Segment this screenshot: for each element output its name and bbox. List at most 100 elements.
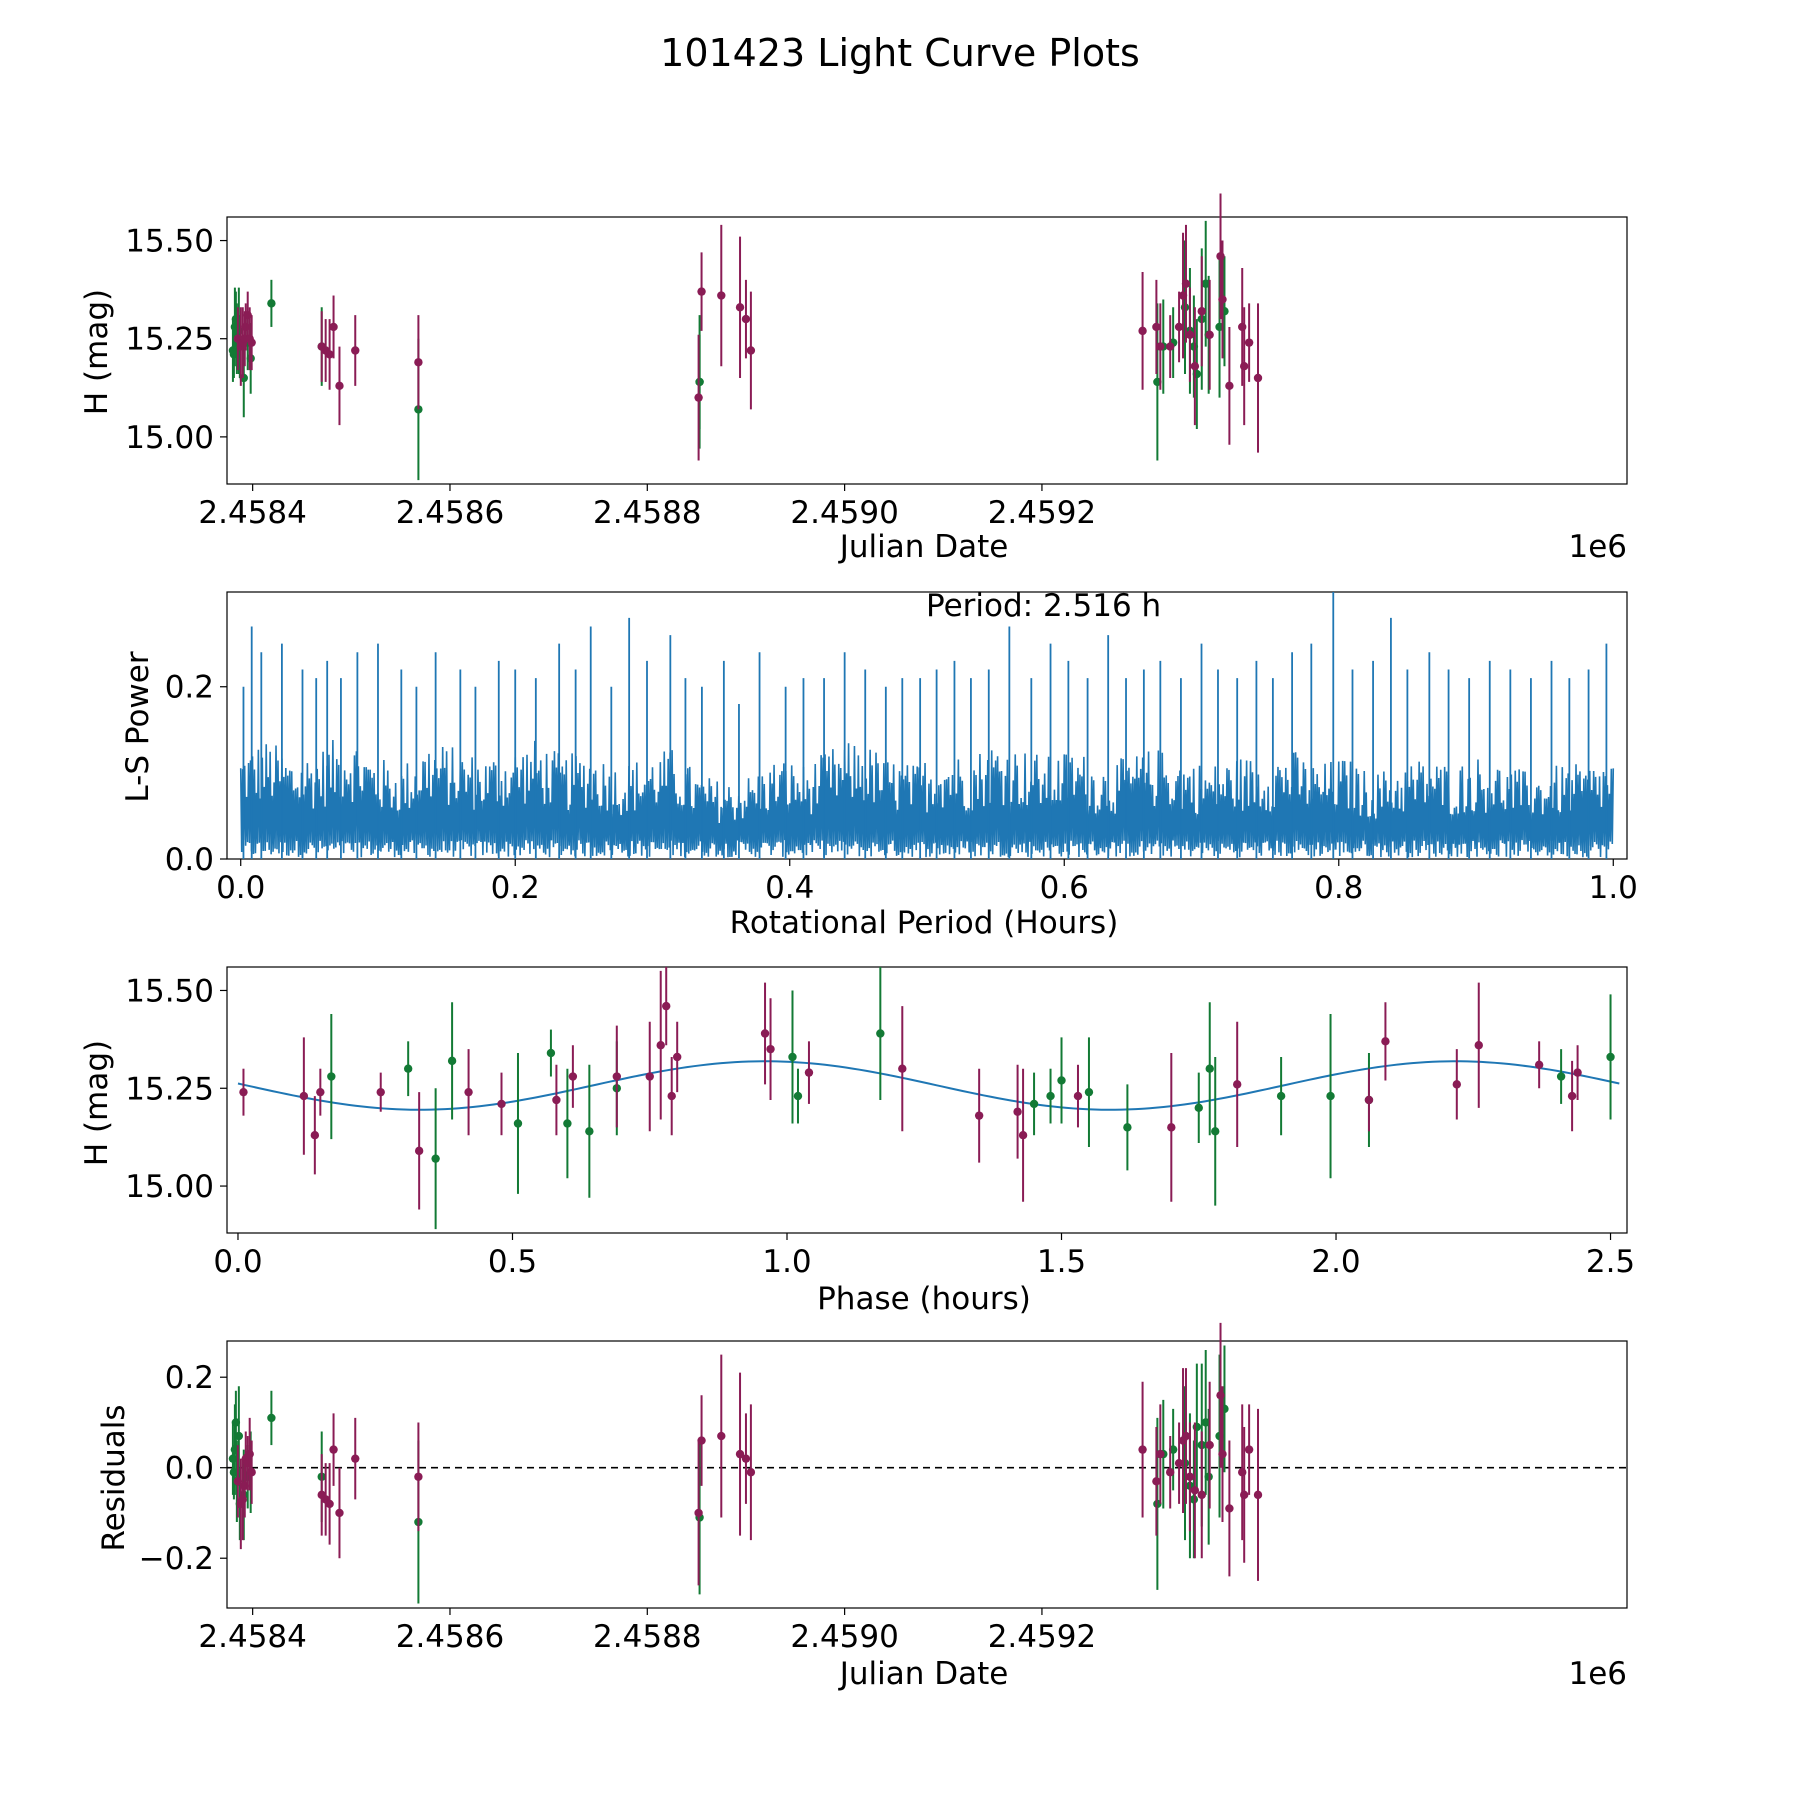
panel-3-magenta-point xyxy=(1167,1123,1176,1132)
panel-4-magenta-point xyxy=(329,1445,338,1454)
panel-1-magenta-point xyxy=(697,287,706,296)
panel-4-magenta-point xyxy=(1205,1440,1214,1450)
panel-2-axes: 0.0 0.2 0.4 0.6 0.8 1.0 0.0 0.2 xyxy=(165,591,1638,906)
panel-3-magenta-point xyxy=(645,1072,654,1081)
panel-2-xlabel: Rotational Period (Hours) xyxy=(730,905,1119,941)
panel-3-magenta-point xyxy=(1073,1091,1083,1101)
panel-3-green-point xyxy=(563,1119,572,1128)
panel-3-magenta-point xyxy=(656,1041,665,1050)
x-tick-label: 2.5 xyxy=(1586,1244,1635,1280)
panel-3-magenta-point xyxy=(1534,1060,1544,1069)
panel-4-magenta-point xyxy=(1197,1490,1206,1500)
panel-1-magenta-point xyxy=(1253,373,1263,383)
panel-3-magenta-point xyxy=(497,1099,506,1109)
panel-4-magenta-point xyxy=(1218,1449,1227,1459)
y-tick-label: 15.00 xyxy=(125,420,214,456)
panel-1-magenta-point xyxy=(325,350,334,359)
panel-3-magenta-point xyxy=(1018,1131,1028,1140)
x-tick-label: 0.0 xyxy=(216,870,265,906)
panel-4-magenta-point xyxy=(1253,1490,1263,1500)
panel-3-magenta-point xyxy=(898,1064,907,1073)
panel-3-magenta-point xyxy=(1381,1037,1390,1046)
panel-3-magenta-point xyxy=(568,1072,578,1081)
y-tick-label: 0.2 xyxy=(165,670,214,706)
panel-4-magenta-point xyxy=(694,1508,703,1518)
panel-3-series-green xyxy=(327,967,1615,1230)
panel-3-green-point xyxy=(1029,1099,1039,1109)
panel-3-green-point xyxy=(1211,1127,1220,1136)
power-curve xyxy=(239,740,1615,858)
panel-3-frame xyxy=(226,966,1628,1234)
panel-3-green-point xyxy=(1326,1091,1335,1101)
panel-1-series-magenta xyxy=(233,193,1263,461)
panel-1-magenta-point xyxy=(1197,307,1206,316)
x-tick-label: 2.4590 xyxy=(790,495,898,531)
x-tick-label: 2.4588 xyxy=(593,495,701,531)
panel-1-series-green xyxy=(228,220,1229,481)
panel-4-series-green xyxy=(228,1345,1229,1604)
panel-4-magenta-point xyxy=(717,1431,726,1441)
x-tick-label: 0.2 xyxy=(491,870,540,906)
x-tick-label: 1.5 xyxy=(1037,1244,1086,1280)
x-tick-label: 1.0 xyxy=(762,1244,811,1280)
panel-4-green-point xyxy=(267,1413,276,1423)
panel-4-magenta-point xyxy=(1239,1490,1249,1500)
panel-1-light-curve: Julian Date H (mag) 1e6 xyxy=(79,289,1627,565)
panel-3-magenta-point xyxy=(316,1087,325,1097)
x-tick-label: 2.4586 xyxy=(396,1619,504,1655)
panel-3-green-point xyxy=(546,1048,556,1058)
panel-1-axes: 2.4584 2.4586 2.4588 2.4590 2.4592 15.00 15.25… xyxy=(125,216,1628,531)
panel-4-magenta-point xyxy=(1138,1445,1147,1454)
panel-4-magenta-point xyxy=(697,1436,706,1445)
panel-4-xlabel: Julian Date xyxy=(838,1656,1009,1692)
panel-1-magenta-point xyxy=(1225,381,1234,391)
panel-1-magenta-point xyxy=(1190,362,1200,371)
panel-3-magenta-point xyxy=(672,1052,682,1062)
panel-1-magenta-point xyxy=(1138,326,1147,336)
panel-4-magenta-point xyxy=(1190,1486,1200,1495)
panel-1-ylabel: H (mag) xyxy=(79,289,115,415)
panel-4-magenta-point xyxy=(414,1472,423,1481)
panel-3-green-point xyxy=(1123,1123,1132,1132)
panel-1-magenta-point xyxy=(1181,279,1191,288)
panel-1-magenta-point xyxy=(247,338,256,347)
panel-3-phase-folded: Phase (hours) H (mag) xyxy=(79,1040,1031,1317)
panel-3-green-point xyxy=(447,1056,457,1066)
panel-4-residuals: Julian Date Residuals 1e6 xyxy=(96,1404,1627,1692)
panel-3-magenta-point xyxy=(1452,1080,1462,1089)
panel-3-green-point xyxy=(403,1064,413,1073)
panel-1-offset-text: 1e6 xyxy=(1568,529,1627,565)
panel-1-xlabel: Julian Date xyxy=(838,529,1009,565)
panel-3-ylabel: H (mag) xyxy=(79,1040,115,1166)
panel-1-magenta-point xyxy=(1239,362,1249,371)
panel-3-magenta-point xyxy=(1474,1041,1483,1050)
panel-1-magenta-point xyxy=(1152,322,1161,332)
panel-3-magenta-point xyxy=(760,1029,770,1038)
panel-2-periodogram: Period: 2.516 h Rotational Period (Hours… xyxy=(120,588,1161,941)
panel-4-green-point xyxy=(234,1431,244,1441)
panel-3-green-point xyxy=(1046,1091,1055,1101)
panel-3-magenta-point xyxy=(766,1044,775,1054)
panel-3-green-point xyxy=(1194,1103,1203,1113)
panel-3-series-magenta xyxy=(239,967,1582,1210)
panel-4-magenta-point xyxy=(735,1449,745,1459)
panel-3-green-point xyxy=(876,1029,885,1038)
panel-4-magenta-point xyxy=(1174,1458,1184,1468)
y-tick-label: 15.00 xyxy=(125,1169,214,1205)
panel-1-frame xyxy=(226,216,1628,485)
panel-1-magenta-point xyxy=(746,346,756,355)
panel-3-magenta-point xyxy=(667,1091,676,1101)
panel-4-magenta-point xyxy=(1165,1468,1175,1477)
panel-1-magenta-point xyxy=(717,291,726,300)
panel-2-power-series xyxy=(239,592,1615,859)
panel-1-magenta-point xyxy=(1244,338,1254,347)
panel-3-magenta-point xyxy=(1013,1107,1022,1116)
panel-3-model-curve xyxy=(237,1060,1620,1111)
panel-3-green-point xyxy=(1556,1072,1566,1081)
x-tick-label: 2.4584 xyxy=(198,495,306,531)
panel-3-green-point xyxy=(1084,1087,1094,1097)
panel-1-magenta-point xyxy=(414,358,423,367)
panel-4-magenta-point xyxy=(325,1499,334,1509)
panel-4-magenta-point xyxy=(1181,1431,1191,1441)
